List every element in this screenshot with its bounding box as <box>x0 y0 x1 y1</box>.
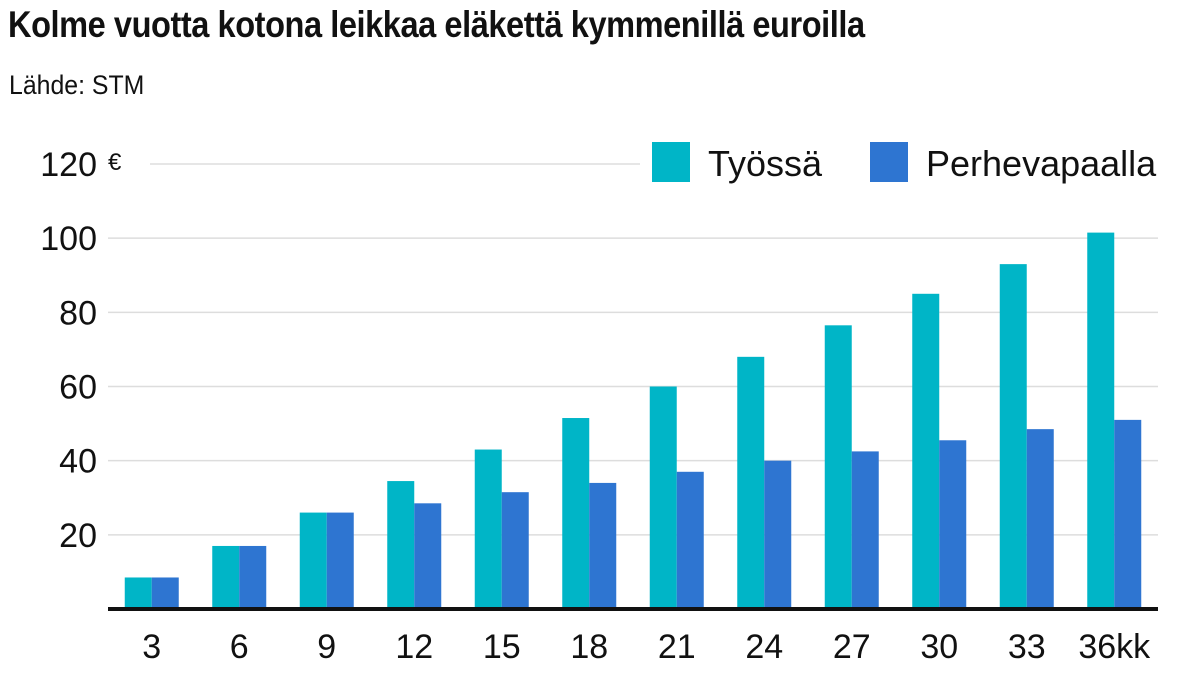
bar-perhevapaalla-9 <box>326 512 354 609</box>
legend: Työssä Perhevapaalla <box>652 142 1157 184</box>
bar-tyossa-24 <box>737 356 765 609</box>
y-axis: 20 40 60 80 100 120 <box>40 146 97 555</box>
y-axis-unit: € <box>108 149 122 176</box>
bar-tyossa-27 <box>824 325 852 609</box>
x-tick-label-9: 9 <box>317 628 336 666</box>
bar-perhevapaalla-18 <box>589 482 617 609</box>
bar-tyossa-33 <box>999 264 1027 609</box>
x-tick-label-36kk: 36kk <box>1078 628 1151 666</box>
bar-tyossa-21 <box>649 386 677 609</box>
bar-tyossa-9 <box>299 512 327 609</box>
y-tick-label-60: 60 <box>59 369 97 407</box>
chart-subtitle: Lähde: STM <box>9 70 145 100</box>
bar-perhevapaalla-21 <box>676 471 704 609</box>
x-tick-label-3: 3 <box>142 628 161 666</box>
y-tick-label-40: 40 <box>59 443 97 481</box>
bar-tyossa-3 <box>124 577 152 609</box>
bars <box>124 232 1142 609</box>
x-tick-label-27: 27 <box>833 628 871 666</box>
x-tick-label-15: 15 <box>483 628 521 666</box>
x-tick-label-18: 18 <box>570 628 608 666</box>
bar-perhevapaalla-12 <box>414 503 442 609</box>
y-tick-label-20: 20 <box>59 517 97 555</box>
bar-tyossa-6 <box>212 545 240 609</box>
bar-perhevapaalla-36kk <box>1114 419 1142 609</box>
bar-perhevapaalla-15 <box>501 492 529 609</box>
bar-perhevapaalla-27 <box>851 451 879 609</box>
x-tick-label-21: 21 <box>658 628 696 666</box>
chart-title: Kolme vuotta kotona leikkaa eläkettä kym… <box>8 4 865 45</box>
bar-perhevapaalla-30 <box>939 440 967 609</box>
x-axis: 3 6 9 12 15 18 21 24 27 30 33 36kk <box>142 628 1151 666</box>
x-tick-label-24: 24 <box>745 628 783 666</box>
bar-tyossa-12 <box>387 481 415 609</box>
y-tick-label-100: 100 <box>40 220 97 258</box>
x-tick-label-12: 12 <box>395 628 433 666</box>
x-tick-label-6: 6 <box>230 628 249 666</box>
legend-label-perhevapaalla: Perhevapaalla <box>926 143 1157 184</box>
y-tick-label-80: 80 <box>59 294 97 332</box>
legend-swatch-tyossa <box>652 142 690 182</box>
bar-tyossa-18 <box>562 418 590 609</box>
bar-perhevapaalla-3 <box>151 577 179 609</box>
bar-perhevapaalla-6 <box>239 545 267 609</box>
legend-label-tyossa: Työssä <box>708 143 823 184</box>
gridlines <box>108 163 1158 536</box>
bar-perhevapaalla-24 <box>764 460 792 609</box>
bar-perhevapaalla-33 <box>1026 429 1054 609</box>
y-tick-label-120: 120 <box>40 146 97 184</box>
x-tick-label-30: 30 <box>920 628 958 666</box>
bar-tyossa-30 <box>912 293 940 609</box>
bar-tyossa-36kk <box>1087 232 1115 609</box>
x-tick-label-33: 33 <box>1008 628 1046 666</box>
bar-tyossa-15 <box>474 449 502 609</box>
legend-swatch-perhevapaalla <box>870 142 908 182</box>
